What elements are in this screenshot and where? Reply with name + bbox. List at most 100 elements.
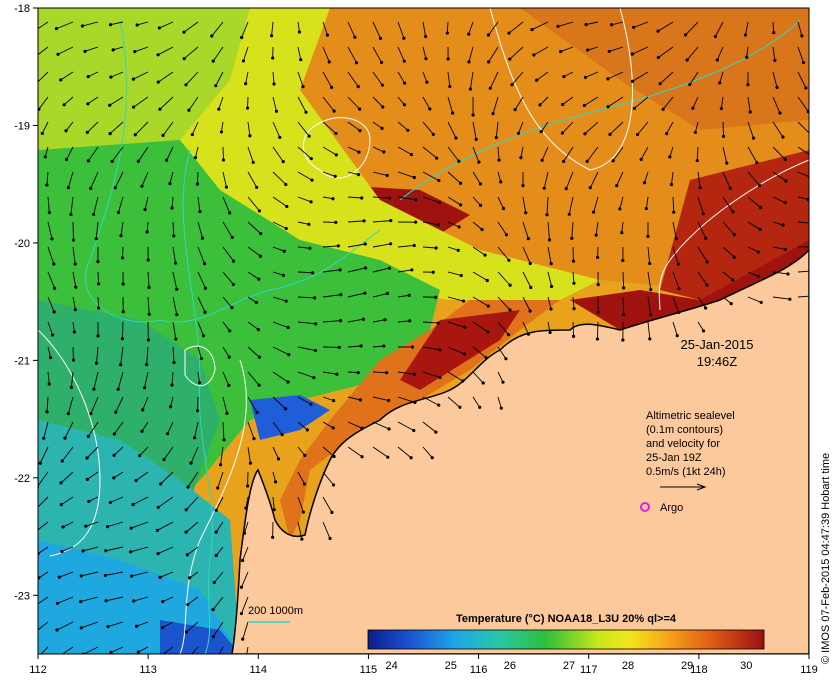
velocity-arrow-head (772, 31, 776, 35)
velocity-arrow (347, 121, 361, 131)
velocity-arrow (772, 221, 784, 226)
velocity-arrow (212, 621, 224, 637)
velocity-arrow-head (436, 321, 440, 325)
velocity-arrow (497, 221, 507, 235)
velocity-arrow-head (184, 630, 189, 634)
velocity-arrow-head (806, 197, 809, 201)
velocity-arrow (38, 571, 49, 579)
velocity-arrow-head (783, 157, 787, 161)
velocity-arrow-head (334, 153, 338, 157)
velocity-arrow-head (648, 337, 652, 341)
velocity-arrow (197, 271, 206, 289)
velocity-arrow-head (414, 220, 418, 224)
velocity-arrow (46, 396, 49, 412)
velocity-arrow-head (142, 386, 147, 390)
velocity-arrow-head (812, 245, 815, 248)
velocity-arrow (247, 146, 254, 163)
velocity-arrow-head (71, 358, 76, 362)
velocity-arrow (422, 446, 433, 458)
velocity-arrow (172, 271, 178, 290)
velocity-arrow (222, 221, 233, 238)
velocity-arrow (242, 546, 249, 561)
velocity-arrow-head (104, 549, 108, 553)
velocity-arrow (508, 21, 524, 34)
velocity-arrow (772, 171, 787, 182)
velocity-arrow-head (175, 312, 179, 317)
velocity-arrow-head (508, 308, 512, 312)
velocity-arrow-head (334, 220, 338, 224)
velocity-arrow (372, 421, 390, 430)
velocity-arrow (322, 71, 333, 88)
velocity-arrow-head (516, 131, 521, 135)
velocity-arrow-head (47, 210, 51, 215)
velocity-arrow-head (542, 186, 546, 190)
velocity-arrow (271, 21, 274, 36)
velocity-arrow (772, 296, 790, 300)
velocity-arrow (297, 21, 300, 33)
velocity-arrow (197, 171, 199, 185)
velocity-arrow-head (230, 235, 234, 240)
velocity-arrow-head (230, 306, 234, 310)
velocity-arrow (247, 271, 260, 280)
velocity-arrow-head (756, 250, 760, 254)
velocity-arrow (522, 321, 529, 335)
velocity-arrow (746, 46, 749, 58)
velocity-arrow (185, 521, 199, 533)
velocity-arrow (185, 71, 199, 86)
velocity-arrow-head (116, 210, 121, 215)
velocity-arrow-head (256, 327, 260, 332)
velocity-arrow-head (661, 107, 665, 111)
velocity-arrow (191, 646, 199, 654)
velocity-arrow (186, 621, 199, 633)
velocity-arrow-head (458, 203, 463, 207)
velocity-arrow (272, 396, 286, 410)
velocity-arrow-head (80, 24, 85, 28)
velocity-arrow (106, 596, 124, 602)
velocity-arrow (110, 496, 124, 503)
velocity-arrow-head (145, 362, 149, 367)
velocity-arrow-head (274, 109, 279, 113)
velocity-arrow (447, 171, 461, 184)
velocity-arrow-head (549, 307, 553, 311)
velocity-arrow-head (170, 206, 174, 210)
velocity-arrow-head (388, 242, 393, 246)
velocity-arrow (159, 96, 174, 110)
velocity-arrow (172, 221, 175, 236)
velocity-arrow (745, 21, 749, 36)
velocity-arrow (531, 21, 549, 30)
velocity-arrow-head (363, 266, 368, 270)
velocity-arrow-head (804, 86, 808, 90)
velocity-arrow (572, 296, 575, 309)
velocity-arrow-head (79, 626, 83, 630)
velocity-arrow-head (172, 360, 176, 365)
velocity-arrow-head (59, 78, 63, 82)
velocity-arrow (47, 321, 54, 336)
velocity-arrow (372, 121, 383, 129)
velocity-arrow-head (361, 317, 365, 321)
velocity-arrow (722, 271, 733, 281)
velocity-arrow-head (423, 34, 428, 39)
velocity-arrow-head (570, 236, 574, 240)
velocity-arrow (241, 571, 249, 588)
velocity-arrow-head (547, 238, 552, 242)
velocity-arrow-head (301, 85, 305, 89)
velocity-arrow (797, 121, 809, 134)
velocity-arrow (113, 446, 124, 456)
velocity-arrow (488, 21, 499, 36)
velocity-arrow (372, 220, 391, 223)
velocity-arrow (322, 269, 341, 273)
velocity-arrow-head (621, 258, 625, 263)
velocity-arrow-head (412, 428, 416, 433)
velocity-arrow (61, 646, 74, 654)
velocity-arrow-head (486, 330, 490, 334)
velocity-arrow-head (143, 207, 147, 212)
velocity-arrow-head (57, 655, 60, 658)
velocity-arrow (715, 21, 724, 37)
velocity-arrow (533, 46, 549, 56)
velocity-arrow (468, 46, 474, 62)
velocity-arrow-head (806, 110, 809, 114)
velocity-arrow (565, 171, 574, 189)
velocity-arrow-head (185, 658, 188, 661)
velocity-arrow (215, 71, 224, 86)
velocity-arrow-head (783, 200, 787, 205)
